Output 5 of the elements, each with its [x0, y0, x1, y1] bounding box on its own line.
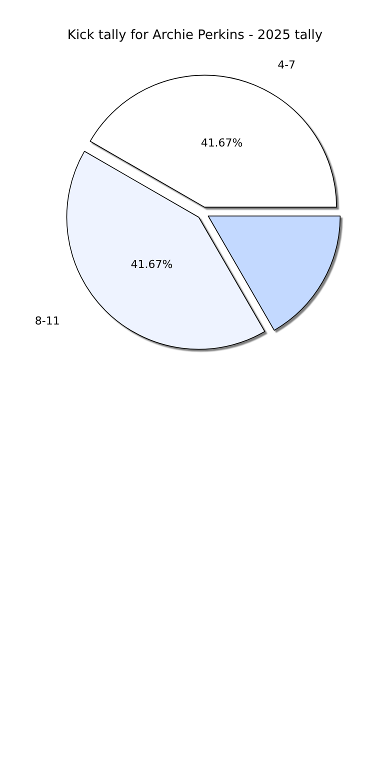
- data-label: 41.67%: [200, 136, 243, 150]
- chart-title: Kick tally for Archie Perkins - 2025 tally: [67, 28, 323, 43]
- data-label: 41.67%: [130, 258, 173, 271]
- slice-label: 8-11: [34, 314, 60, 328]
- slice-label: 4-7: [278, 58, 296, 72]
